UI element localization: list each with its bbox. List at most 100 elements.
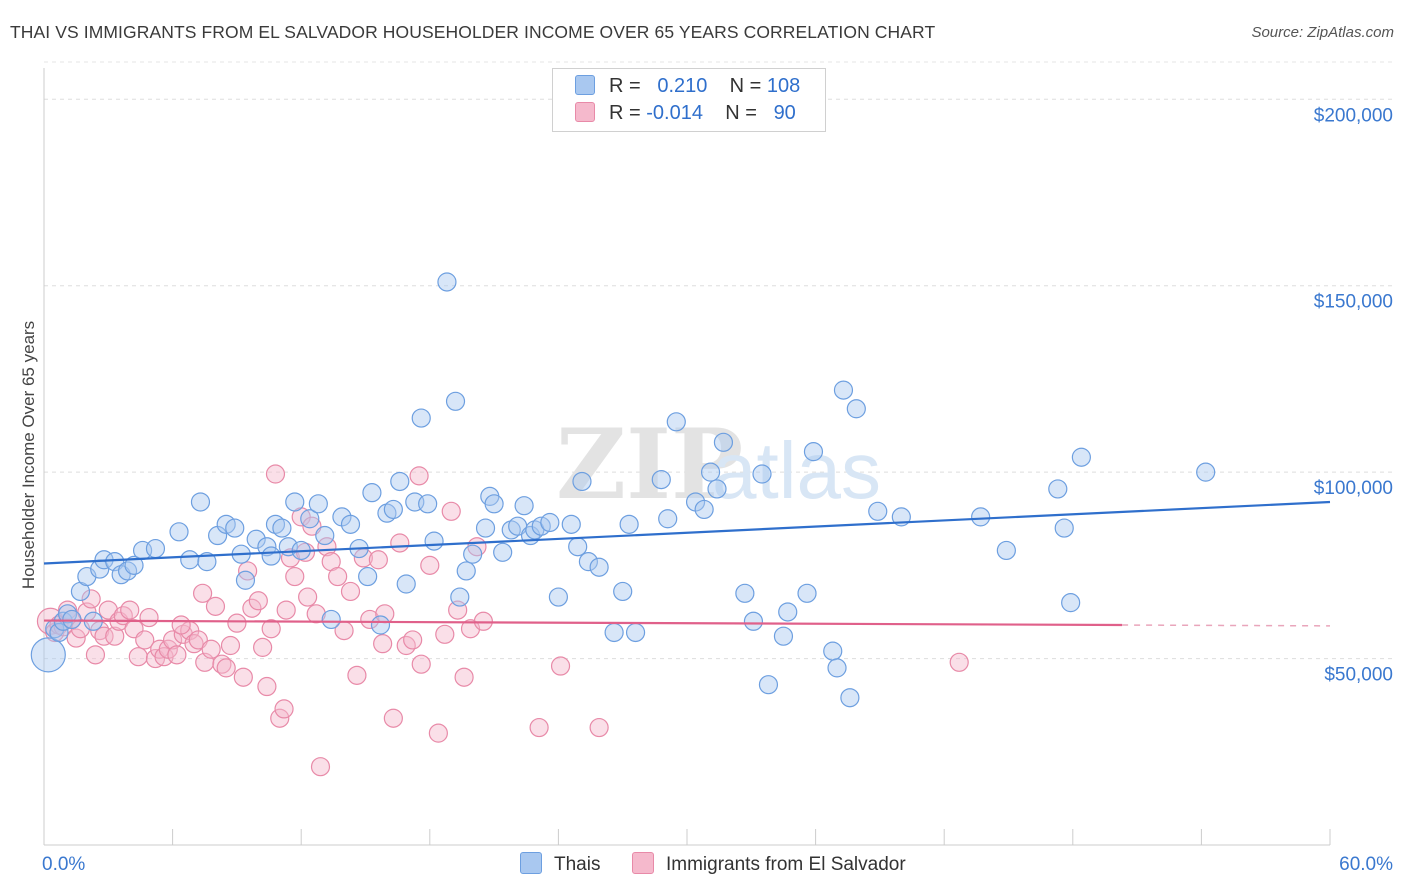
data-point-thais	[246, 529, 266, 549]
bottom-legend-el-salvador: Immigrants from El Salvador	[632, 852, 906, 876]
data-point-el-salvador	[261, 619, 281, 639]
data-point-el-salvador	[589, 717, 609, 738]
data-point-thais	[424, 531, 444, 551]
data-point-thais	[396, 574, 416, 594]
data-point-el-salvador	[340, 581, 361, 602]
bottom-legend-swatch-thais	[520, 852, 542, 874]
bottom-legend-label-el-salvador: Immigrants from El Salvador	[666, 854, 906, 875]
data-point-el-salvador	[120, 600, 140, 620]
data-point-thais	[758, 675, 779, 695]
watermark-atlas: atlas	[712, 426, 881, 515]
data-point-thais	[803, 442, 824, 462]
data-point-el-salvador	[428, 723, 448, 743]
data-point-thais	[49, 622, 69, 643]
data-point-thais	[300, 509, 320, 529]
legend-n-label: N =	[729, 75, 762, 97]
data-point-thais	[1054, 518, 1074, 538]
data-point-el-salvador	[66, 628, 86, 648]
data-point-thais	[868, 501, 888, 521]
data-point-el-salvador	[201, 639, 221, 659]
data-point-thais	[561, 514, 581, 534]
data-point-thais	[700, 462, 721, 482]
data-point-thais	[390, 471, 410, 492]
data-point-thais	[823, 641, 843, 661]
data-point-thais	[713, 432, 734, 452]
data-point-thais	[418, 494, 438, 514]
data-point-thais	[846, 399, 866, 419]
data-point-el-salvador	[373, 634, 393, 654]
data-point-el-salvador	[274, 699, 294, 719]
data-point-el-salvador	[454, 667, 474, 687]
data-point-el-salvador	[105, 626, 125, 646]
legend-swatch-thais	[575, 75, 595, 95]
data-point-thais	[658, 509, 678, 529]
data-point-el-salvador	[328, 566, 348, 587]
legend-r-label: R =	[609, 75, 641, 97]
data-point-el-salvador	[265, 464, 286, 484]
data-point-el-salvador	[81, 589, 101, 609]
legend-row-thais: R = 0.210 N = 108	[575, 75, 800, 101]
trend-line-thais	[43, 500, 1331, 565]
data-point-thais	[272, 518, 292, 538]
watermark-zip: ZIP	[556, 408, 743, 521]
data-point-thais	[493, 542, 513, 562]
y-tick-label: $50,000	[1324, 665, 1393, 686]
y-tick-label: $150,000	[1314, 292, 1393, 313]
data-point-thais	[285, 492, 305, 512]
data-point-el-salvador	[435, 624, 455, 644]
data-point-thais	[694, 499, 714, 520]
legend-n-value: 90	[773, 102, 796, 124]
x-tick-labels: 0.0% 60.0%	[42, 854, 1393, 875]
trend-line-el-salvador	[43, 619, 1123, 627]
data-point-el-salvador	[139, 607, 159, 628]
legend-n-value: 108	[766, 75, 801, 97]
data-point-el-salvador	[550, 656, 571, 676]
data-point-el-salvador	[167, 645, 187, 665]
data-point-el-salvador	[420, 555, 440, 575]
data-point-thais	[1048, 479, 1068, 499]
y-tick-labels: $50,000 $100,000 $150,000 $200,000	[1314, 105, 1393, 685]
data-point-thais	[362, 483, 382, 503]
x-tick-label: 0.0%	[42, 854, 85, 875]
legend-row-el-salvador: R = -0.014 N = 90	[575, 102, 796, 128]
data-point-el-salvador	[306, 604, 326, 624]
trend-lines	[43, 500, 1331, 627]
data-point-el-salvador	[403, 630, 423, 650]
data-point-el-salvador	[220, 635, 241, 656]
legend-r-label: R =	[609, 102, 641, 124]
data-point-thais	[833, 380, 854, 400]
data-point-el-salvador	[135, 630, 155, 650]
data-point-el-salvador	[248, 591, 268, 611]
data-point-el-salvador	[298, 587, 318, 607]
data-point-thais	[308, 494, 328, 514]
data-point-el-salvador	[233, 667, 253, 687]
data-point-thais	[358, 566, 378, 587]
axes	[43, 68, 1331, 846]
data-point-thais	[572, 471, 592, 492]
data-point-thais	[383, 499, 403, 520]
data-point-thais	[743, 611, 764, 631]
legend-n-label: N =	[725, 102, 757, 124]
data-point-thais	[463, 544, 483, 564]
legend-swatch-el-salvador	[575, 102, 595, 122]
data-point-el-salvador	[216, 658, 236, 678]
source-label: Source: ZipAtlas.com	[1251, 24, 1394, 41]
data-point-thais	[484, 494, 504, 514]
data-point-thais	[197, 552, 217, 572]
data-point-el-salvador	[302, 516, 322, 536]
data-point-thais	[411, 408, 431, 428]
data-point-thais	[370, 615, 391, 635]
data-point-el-salvador	[409, 466, 429, 486]
bottom-legend-swatch-el-salvador	[632, 852, 654, 874]
data-point-thais	[475, 518, 496, 538]
data-point-el-salvador	[85, 645, 106, 665]
data-point-el-salvador	[368, 550, 388, 570]
data-point-thais	[773, 626, 794, 646]
data-point-el-salvador	[193, 583, 213, 603]
data-point-el-salvador	[285, 566, 305, 587]
x-tick-label: 60.0%	[1339, 854, 1393, 875]
data-point-el-salvador	[276, 600, 296, 620]
data-point-thais	[190, 492, 211, 512]
y-tick-label: $100,000	[1314, 478, 1393, 499]
data-point-thais	[315, 525, 335, 546]
